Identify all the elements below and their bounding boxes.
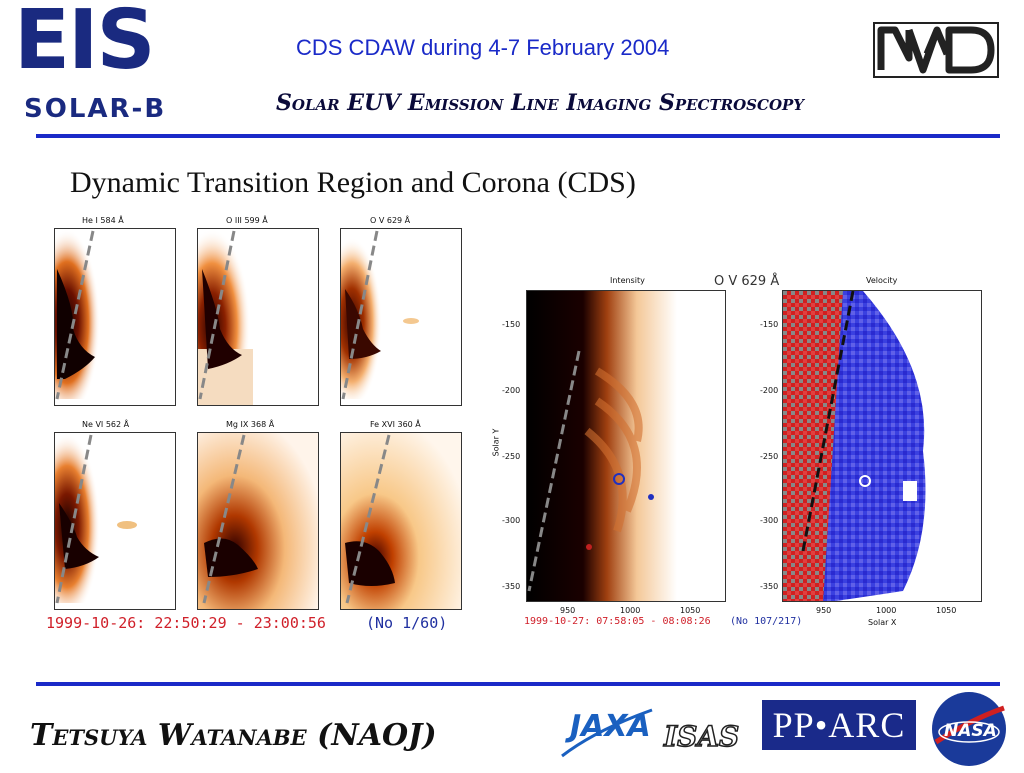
jaxa-logo-text: JAXA bbox=[565, 709, 651, 744]
y-tick: -300 bbox=[502, 516, 521, 525]
fe-xvi-image bbox=[341, 433, 461, 609]
solar-b-logo-text: SOLAR-B bbox=[24, 94, 167, 124]
nao-logo bbox=[873, 22, 999, 78]
x-tick: 1050 bbox=[936, 606, 957, 615]
header-date-line: CDS CDAW during 4-7 February 2004 bbox=[296, 35, 670, 60]
footer-divider bbox=[36, 682, 1000, 686]
y-tick: -350 bbox=[502, 582, 521, 591]
ne-vi-image bbox=[55, 433, 137, 604]
x-tick: 950 bbox=[560, 606, 576, 615]
y-tick: -250 bbox=[502, 452, 521, 461]
panel-label-fe-xvi: Fe XVI 360 Å bbox=[370, 420, 421, 429]
intensity-map-image bbox=[527, 291, 725, 601]
spectral-panel-o-v bbox=[340, 228, 462, 406]
panel-label-ne-vi: Ne VI 562 Å bbox=[82, 420, 130, 429]
author-line: Tetsuya Watanabe (NAOJ) bbox=[30, 718, 437, 753]
spectral-panel-ne-vi bbox=[54, 432, 176, 610]
slide-title: Dynamic Transition Region and Corona (CD… bbox=[70, 166, 636, 199]
y-tick: -150 bbox=[760, 320, 779, 329]
y-tick: -200 bbox=[502, 386, 521, 395]
nasa-meatball-icon: NASA bbox=[932, 692, 1006, 766]
y-tick: -250 bbox=[760, 452, 779, 461]
nasa-logo: NASA bbox=[930, 690, 1008, 768]
y-tick: -200 bbox=[760, 386, 779, 395]
isas-logo: ISAS bbox=[660, 716, 760, 756]
pparc-logo: PP•ARC bbox=[762, 700, 916, 750]
header-subtitle: Solar EUV Emission Line Imaging Spectros… bbox=[275, 90, 804, 116]
isas-logo-text: ISAS bbox=[663, 720, 739, 753]
panel-label-mg-ix: Mg IX 368 Å bbox=[226, 420, 275, 429]
left-figure-frame: (No 1/60) bbox=[366, 614, 448, 632]
x-axis-label: Solar X bbox=[868, 618, 897, 627]
nasa-logo-text: NASA bbox=[944, 721, 997, 741]
spectral-panel-mg-ix bbox=[197, 432, 319, 610]
spectral-panel-fe-xvi bbox=[340, 432, 462, 610]
spectral-panels-figure: He I 584 Å O III 599 Å O V 629 Å Ne VI 5… bbox=[40, 214, 476, 634]
y-tick: -300 bbox=[760, 516, 779, 525]
right-figure-frame: (No 107/217) bbox=[730, 616, 803, 627]
panel-label-he-i: He I 584 Å bbox=[82, 216, 124, 225]
o-v-map-figure: Intensity O V 629 Å Velocity Solar Y -15… bbox=[486, 270, 1000, 634]
right-figure-title: O V 629 Å bbox=[714, 274, 780, 289]
spectral-panel-o-iii bbox=[197, 228, 319, 406]
x-tick: 1000 bbox=[876, 606, 897, 615]
eis-solar-b-logo: EIS SOLAR-B bbox=[14, 0, 192, 128]
spectral-panel-he-i bbox=[54, 228, 176, 406]
velocity-map-image bbox=[783, 291, 981, 601]
y-tick: -150 bbox=[502, 320, 521, 329]
intensity-panel-label: Intensity bbox=[610, 276, 645, 285]
panel-label-o-iii: O III 599 Å bbox=[226, 216, 268, 225]
jaxa-logo-icon: JAXA bbox=[561, 708, 653, 758]
eis-logo-text: EIS bbox=[14, 0, 156, 88]
intensity-panel bbox=[526, 290, 726, 602]
panel-label-o-v: O V 629 Å bbox=[370, 216, 411, 225]
jaxa-logo: JAXA bbox=[556, 700, 660, 764]
x-tick: 950 bbox=[816, 606, 832, 615]
o-iii-image bbox=[198, 229, 268, 405]
o-v-image bbox=[341, 229, 419, 400]
header-divider bbox=[36, 134, 1000, 138]
mg-ix-image bbox=[198, 433, 318, 609]
right-figure-timestamp: 1999-10-27: 07:58:05 - 08:08:26 bbox=[524, 616, 711, 627]
velocity-panel-label: Velocity bbox=[866, 276, 898, 285]
velocity-panel bbox=[782, 290, 982, 602]
y-tick: -350 bbox=[760, 582, 779, 591]
he-i-image bbox=[55, 229, 115, 400]
left-figure-timestamp: 1999-10-26: 22:50:29 - 23:00:56 bbox=[46, 614, 326, 632]
x-tick: 1000 bbox=[620, 606, 641, 615]
isas-logo-icon: ISAS bbox=[662, 719, 740, 754]
x-tick: 1050 bbox=[680, 606, 701, 615]
y-axis-label: Solar Y bbox=[491, 428, 501, 457]
nao-logo-icon bbox=[877, 26, 995, 74]
